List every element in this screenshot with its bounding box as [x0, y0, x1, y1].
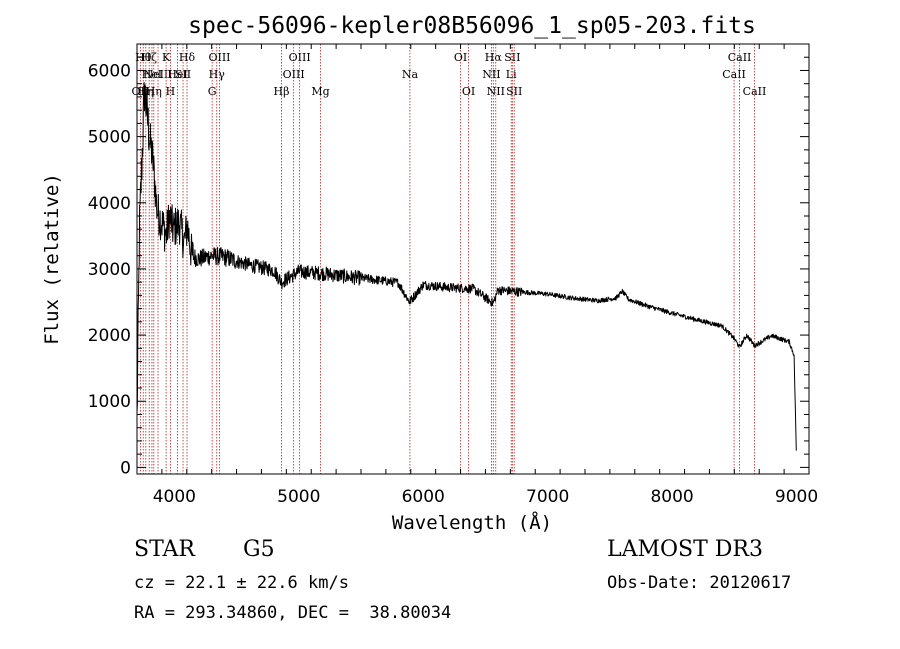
marker-label: H [166, 85, 176, 98]
plot-frame [136, 43, 810, 475]
marker-label: Li [506, 68, 517, 81]
y-tick-label: 5000 [88, 128, 131, 148]
spectrum-series [136, 82, 797, 451]
redshift-value: cz = 22.1 ± 22.6 km/s [134, 573, 349, 593]
obs-date: Obs-Date: 20120617 [607, 573, 792, 593]
x-tick-label: 7000 [526, 487, 569, 507]
marker-label: OI [454, 51, 467, 64]
x-tick-label: 9000 [775, 487, 818, 507]
y-axis-label: Flux (relative) [41, 173, 63, 345]
survey-name: LAMOST DR3 [607, 537, 763, 562]
marker-label: Na [402, 68, 419, 81]
x-tick-label: 8000 [650, 487, 693, 507]
x-tick-label: 4000 [153, 487, 196, 507]
marker-label: HeI [142, 68, 162, 81]
marker-label: OIII [283, 68, 305, 81]
marker-label: G [208, 85, 217, 98]
marker-label: CaII [743, 85, 767, 98]
x-axis-label: Wavelength (Å) [392, 511, 552, 534]
spectral-subclass: G5 [243, 537, 275, 562]
y-tick-label: 0 [120, 458, 131, 478]
y-tick-label: 4000 [88, 194, 131, 214]
marker-label: OIII [208, 51, 230, 64]
y-tick-label: 3000 [88, 260, 131, 280]
marker-label: NeIII [143, 68, 172, 81]
x-axis: 4000 5000 6000 7000 8000 9000 [136, 44, 818, 507]
marker-label: SII [175, 68, 191, 81]
chart-title: spec-56096-kepler08B56096_1_sp05-203.fit… [188, 13, 756, 39]
marker-label: CaII [722, 68, 746, 81]
y-tick-label: 6000 [88, 61, 131, 81]
marker-label: NII [482, 68, 500, 81]
y-tick-label: 1000 [88, 392, 131, 412]
marker-label: SII [504, 51, 520, 64]
marker-label: Hθ [135, 51, 152, 64]
marker-label: OIII [289, 51, 311, 64]
marker-label: Hη [138, 85, 154, 98]
marker-label: Hη [146, 85, 162, 98]
marker-label: Hβ [274, 85, 290, 98]
y-tick-label: 2000 [88, 326, 131, 346]
marker-label: OI [462, 85, 475, 98]
marker-label: CaII [728, 51, 752, 64]
y-axis: 0 1000 2000 3000 4000 5000 6000 [88, 43, 809, 478]
coordinates: RA = 293.34860, DEC = 38.80034 [134, 603, 452, 623]
object-type: STAR [134, 537, 195, 562]
marker-label: Hζ [141, 51, 157, 64]
marker-label: SII [506, 85, 522, 98]
x-tick-label: 5000 [277, 487, 320, 507]
marker-label: Hα [485, 51, 503, 64]
spectrum-line [136, 82, 797, 451]
marker-label: NII [487, 85, 505, 98]
marker-label: K [162, 51, 171, 64]
marker-label: Hδ [179, 51, 196, 64]
x-tick-label: 6000 [402, 487, 445, 507]
line-markers: OIIHθHηHζHeIHηNeIIIKHHeISIIHδGHγOIIIHβOI… [132, 44, 767, 474]
marker-label: Hγ [209, 68, 226, 81]
marker-label: Mg [311, 85, 329, 98]
